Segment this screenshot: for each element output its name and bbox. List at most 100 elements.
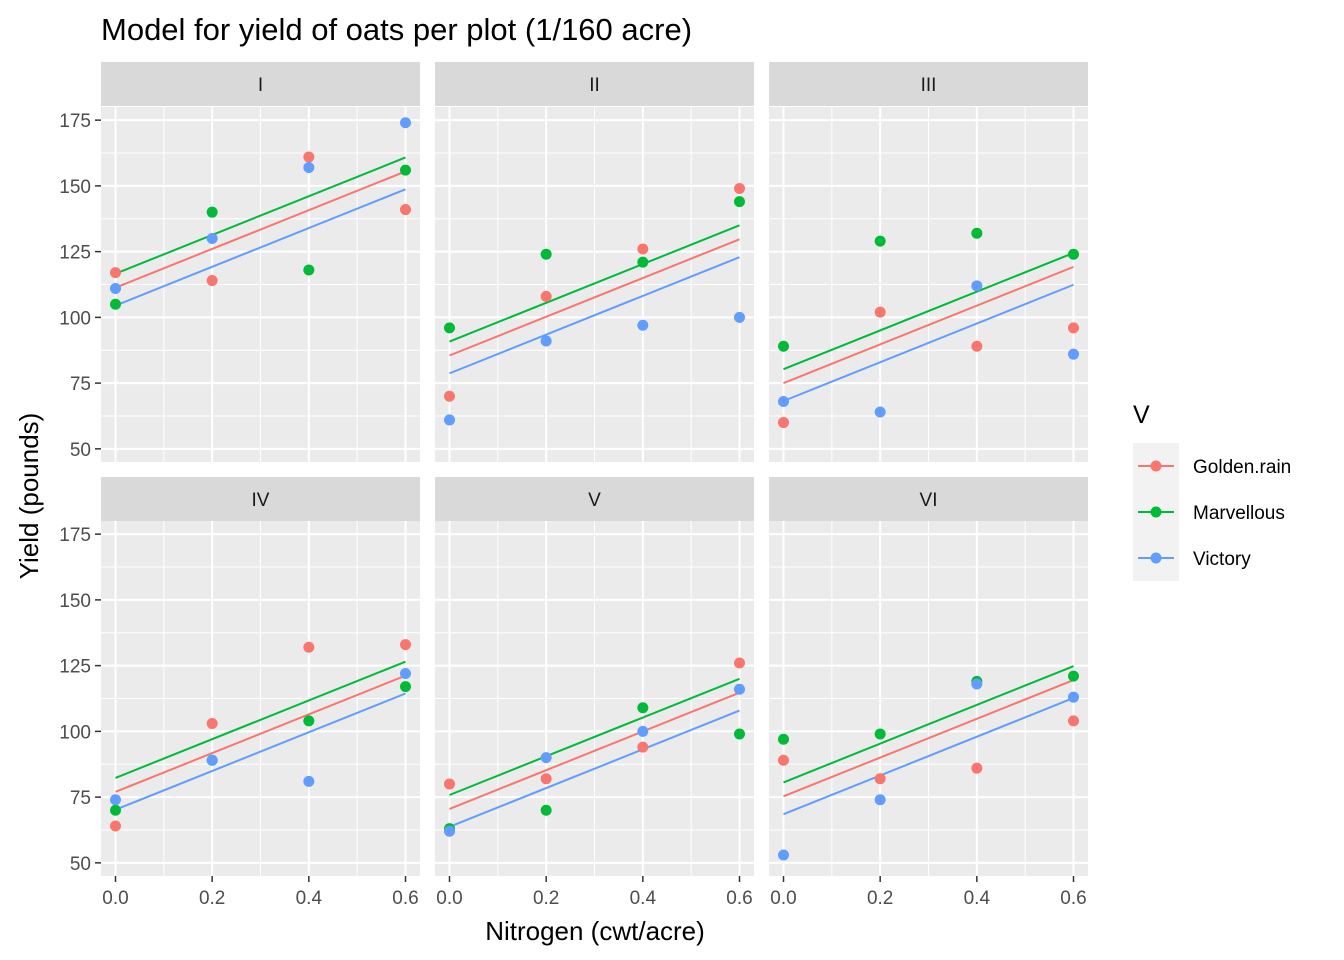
point-victory xyxy=(110,794,121,806)
fit-line-marvellous xyxy=(783,252,1074,371)
panel-ii: II xyxy=(435,62,754,462)
x-tick-label: 0.4 xyxy=(296,888,323,909)
legend-label-golden-rain: Golden.rain xyxy=(1193,457,1291,478)
strip-iii xyxy=(769,62,1088,106)
y-tick-label: 150 xyxy=(59,591,91,612)
fit-line-marvellous xyxy=(115,156,406,275)
point-golden-rain xyxy=(206,275,218,287)
point-victory xyxy=(444,414,455,426)
y-tick-label: 175 xyxy=(59,111,91,132)
point-victory xyxy=(540,752,552,764)
fit-line-victory xyxy=(449,709,740,828)
strip-label-vi: VI xyxy=(920,490,938,511)
y-tick-label: 125 xyxy=(59,243,91,264)
chart-title: Model for yield of oats per plot (1/160 … xyxy=(101,12,692,47)
point-victory xyxy=(734,311,745,323)
y-tick-label: 125 xyxy=(59,657,91,678)
legend-label-marvellous: Marvellous xyxy=(1193,503,1285,524)
panel-iv: IV 50 75 100 125 150 175 0.0 0.2 0.4 0.6 xyxy=(59,477,420,909)
point-golden-rain xyxy=(303,641,315,653)
strip-label-iii: III xyxy=(921,75,937,96)
point-golden-rain xyxy=(400,639,411,651)
strip-ii xyxy=(435,62,754,106)
point-golden-rain xyxy=(778,417,789,429)
point-victory xyxy=(206,232,218,244)
point-marvellous xyxy=(540,248,552,260)
point-golden-rain xyxy=(400,204,411,216)
point-victory xyxy=(400,117,411,129)
fit-line-victory xyxy=(115,692,406,811)
x-tick-label: 0.6 xyxy=(392,888,418,909)
panel-i: I 50 75 100 125 150 175 xyxy=(59,62,420,462)
point-golden-rain xyxy=(110,267,121,279)
x-axis-title: Nitrogen (cwt/acre) xyxy=(485,916,705,946)
point-marvellous xyxy=(637,256,649,268)
y-axis-title: Yield (pounds) xyxy=(14,413,44,580)
strip-vi xyxy=(769,477,1088,521)
x-tick-label: 0.2 xyxy=(867,888,893,909)
point-golden-rain xyxy=(1068,322,1079,334)
point-marvellous xyxy=(110,298,121,310)
point-golden-rain xyxy=(734,657,745,669)
point-marvellous xyxy=(637,702,649,714)
legend-title: V xyxy=(1133,401,1150,429)
y-tick-label: 50 xyxy=(70,440,91,461)
point-golden-rain xyxy=(303,151,315,163)
point-marvellous xyxy=(400,681,411,693)
point-victory xyxy=(303,161,315,173)
point-golden-rain xyxy=(206,717,218,729)
legend-item-marvellous: Marvellous xyxy=(1133,489,1285,535)
point-marvellous xyxy=(874,235,886,247)
point-golden-rain xyxy=(971,762,983,774)
fit-line-golden-rain xyxy=(449,691,740,810)
point-marvellous xyxy=(303,715,315,727)
x-tick-label: 0.0 xyxy=(102,888,128,909)
point-golden-rain xyxy=(874,773,886,785)
point-victory xyxy=(110,282,121,294)
fit-line-golden-rain xyxy=(115,674,406,793)
legend-label-victory: Victory xyxy=(1193,549,1251,570)
point-marvellous xyxy=(444,322,455,334)
legend-item-golden-rain: Golden.rain xyxy=(1133,443,1291,489)
x-tick-label: 0.2 xyxy=(199,888,225,909)
legend-item-victory: Victory xyxy=(1133,535,1251,581)
fit-line-victory xyxy=(115,188,406,307)
point-marvellous xyxy=(110,804,121,816)
strip-label-v: V xyxy=(588,490,601,511)
point-victory xyxy=(971,678,983,690)
point-victory xyxy=(1068,691,1079,703)
fit-line-golden-rain xyxy=(783,679,1074,798)
y-tick-label: 75 xyxy=(70,374,91,395)
point-marvellous xyxy=(778,733,789,745)
panel-iii: III xyxy=(769,62,1088,462)
point-marvellous xyxy=(400,164,411,176)
point-victory xyxy=(874,794,886,806)
fit-line-victory xyxy=(783,697,1074,816)
point-victory xyxy=(971,280,983,292)
strip-label-i: I xyxy=(258,75,263,96)
y-tick-label: 100 xyxy=(59,308,91,329)
point-victory xyxy=(778,849,789,861)
point-marvellous xyxy=(874,728,886,740)
y-tick-label: 100 xyxy=(59,722,91,743)
legend: V Golden.rain Marvellous Victory xyxy=(1133,401,1291,581)
point-golden-rain xyxy=(734,183,745,195)
point-marvellous xyxy=(971,227,983,239)
strip-label-iv: IV xyxy=(252,490,270,511)
point-golden-rain xyxy=(540,290,552,302)
point-golden-rain xyxy=(778,754,789,766)
x-tick-label: 0.2 xyxy=(533,888,559,909)
fit-line-marvellous xyxy=(115,660,406,779)
fit-line-victory xyxy=(783,283,1074,402)
point-golden-rain xyxy=(1068,715,1079,727)
point-victory xyxy=(206,754,218,766)
point-victory xyxy=(1068,348,1079,360)
legend-key-point xyxy=(1150,460,1162,472)
legend-key-point xyxy=(1150,552,1162,564)
point-golden-rain xyxy=(637,243,649,255)
y-tick-label: 75 xyxy=(70,788,91,809)
point-victory xyxy=(540,335,552,347)
point-marvellous xyxy=(778,340,789,352)
point-victory xyxy=(734,683,745,695)
